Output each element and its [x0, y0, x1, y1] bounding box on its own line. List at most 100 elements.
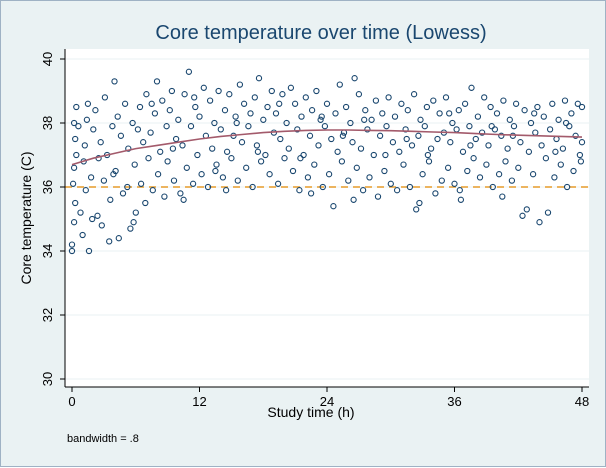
data-point [379, 110, 386, 117]
data-point [175, 116, 182, 123]
data-point [424, 151, 432, 159]
data-point [107, 196, 114, 203]
data-point [164, 158, 171, 165]
data-point [561, 97, 569, 104]
data-point [137, 180, 145, 187]
data-point [557, 161, 564, 168]
data-point [291, 100, 299, 107]
data-point [277, 135, 284, 143]
data-point [119, 190, 127, 197]
y-tick-label: 34 [40, 244, 55, 258]
data-point [495, 171, 503, 178]
data-point [192, 103, 199, 111]
data-point [500, 97, 507, 104]
data-point [436, 110, 443, 117]
data-point [359, 187, 367, 194]
data-point [276, 100, 283, 107]
data-point [447, 139, 454, 146]
data-point [97, 139, 104, 146]
data-point [279, 91, 286, 98]
data-point [404, 107, 411, 114]
data-point [568, 110, 575, 117]
data-point [350, 196, 357, 203]
data-point [125, 145, 132, 152]
data-point [87, 174, 95, 181]
data-point [336, 81, 343, 88]
data-point [476, 174, 484, 181]
x-tick-label: 48 [575, 394, 589, 409]
data-point [502, 158, 509, 165]
data-point [444, 164, 452, 171]
data-point [287, 84, 295, 91]
data-point [82, 187, 89, 194]
data-point [566, 123, 573, 130]
data-point [272, 110, 280, 117]
data-point [419, 171, 426, 178]
data-point [215, 87, 222, 95]
data-point [563, 183, 571, 191]
data-point [127, 225, 134, 232]
data-point [247, 110, 254, 117]
data-point [131, 161, 138, 168]
data-point [308, 107, 316, 114]
data-point [382, 151, 389, 159]
data-point [361, 116, 368, 123]
data-point [334, 148, 341, 155]
data-point [143, 91, 150, 98]
data-point [540, 113, 547, 120]
data-point [94, 212, 101, 219]
data-point [321, 123, 329, 130]
data-point [504, 145, 511, 152]
data-point [68, 247, 76, 255]
data-point [260, 116, 267, 123]
data-point [151, 110, 159, 117]
data-point [546, 126, 554, 133]
y-tick-label: 36 [40, 180, 55, 194]
data-point [425, 158, 433, 165]
data-point [163, 123, 170, 130]
data-point [410, 91, 418, 98]
data-point [468, 84, 475, 91]
data-point [562, 119, 570, 127]
x-axis-label: Study time (h) [267, 404, 354, 420]
data-point [319, 183, 326, 191]
data-point [101, 94, 109, 101]
data-point [194, 151, 201, 159]
data-point [417, 116, 424, 123]
data-point [240, 100, 248, 107]
data-point [83, 116, 91, 123]
data-point [254, 148, 262, 155]
data-point [323, 100, 331, 107]
data-point [209, 145, 216, 152]
data-point [134, 126, 142, 133]
data-point [381, 167, 388, 175]
data-point [474, 113, 482, 120]
plot-area [65, 49, 589, 387]
data-point [223, 148, 231, 155]
data-point [400, 161, 407, 168]
data-point [148, 100, 155, 107]
data-point [531, 110, 538, 117]
data-point [172, 135, 180, 143]
data-point [114, 113, 121, 120]
data-point [499, 193, 506, 200]
data-point [168, 87, 176, 95]
data-point [307, 190, 315, 197]
data-point [313, 87, 320, 95]
data-point [366, 174, 373, 181]
data-point [191, 94, 198, 101]
x-tick-label: 24 [320, 394, 334, 409]
data-point [219, 174, 227, 181]
data-point [534, 103, 541, 111]
data-point [157, 148, 164, 155]
data-point [464, 167, 471, 175]
data-point [75, 123, 82, 130]
data-point [542, 155, 550, 162]
data-point [415, 132, 422, 139]
data-point [132, 209, 139, 216]
y-tick-label: 38 [40, 116, 55, 130]
data-point [110, 171, 117, 178]
data-point [317, 116, 324, 123]
